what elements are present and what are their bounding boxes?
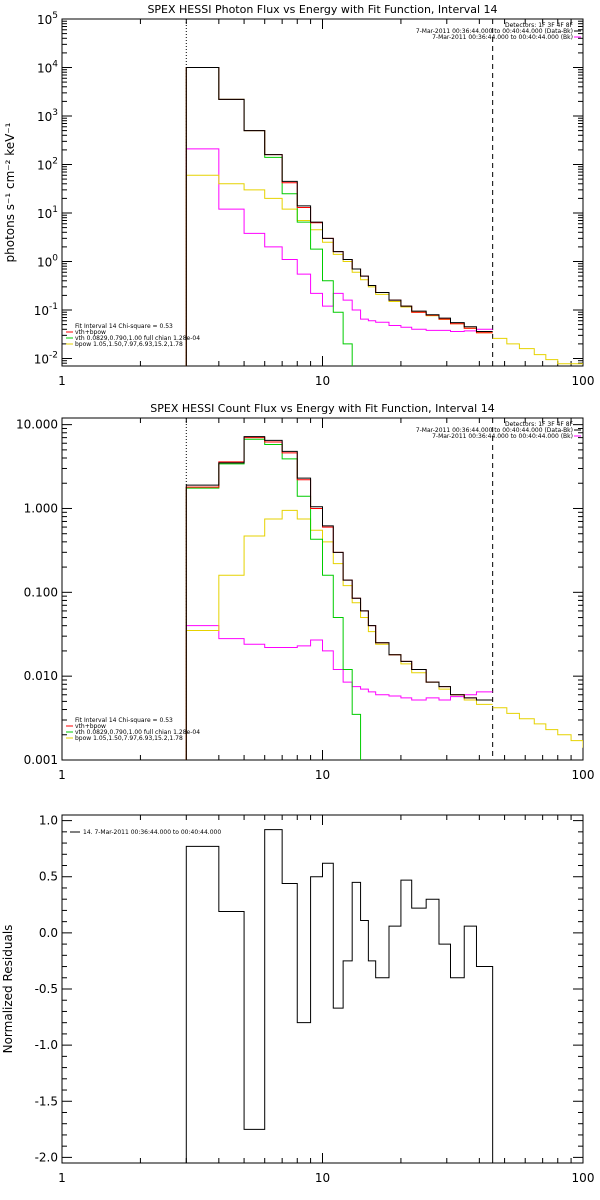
x-tick-label: 1 [58, 1171, 66, 1185]
y-tick-label: 104 [37, 59, 58, 75]
y-tick-exponent: 2 [52, 156, 58, 166]
y-tick-exponent: 4 [52, 59, 58, 69]
y-tick-base: 10 [37, 158, 52, 172]
legend-bottom-text: bpow 1.05,1.50,7.97,6.93,15.2,1.78 [75, 735, 183, 742]
y-tick-label: 10-1 [34, 302, 58, 318]
series-background [185, 148, 493, 366]
x-tick-label: 10 [315, 1171, 330, 1185]
legend-bottom-text: vth+bpow [75, 329, 106, 336]
series-data [185, 436, 493, 760]
y-tick-label: 0.010 [24, 669, 58, 683]
y-tick-label: -2.0 [35, 1150, 58, 1164]
legend-top-text: Detectors: 1F 3F 4F 8F [505, 421, 574, 428]
series-data [185, 829, 494, 1163]
x-tick-label: 100 [572, 768, 595, 782]
y-tick-label: 1.0 [39, 814, 58, 828]
axes-frame [61, 417, 584, 761]
chart-title: SPEX HESSI Count Flux vs Energy with Fit… [150, 402, 494, 415]
y-tick-base: 10 [37, 255, 52, 269]
y-tick-label: 10.000 [16, 418, 58, 432]
series-total [185, 437, 493, 760]
series-background [185, 625, 493, 760]
x-tick-label: 1 [58, 768, 66, 782]
y-tick-label: -1.5 [35, 1094, 58, 1108]
legend-text: 14. 7-Mar-2011 00:36:44.000 to 00:40:44.… [83, 829, 221, 836]
y-tick-label: -1.0 [35, 1038, 58, 1052]
y-tick-exponent: 0 [52, 253, 58, 263]
y-tick-label: 0.001 [24, 753, 58, 767]
photon-flux-panel: SPEX HESSI Photon Flux vs Energy with Fi… [3, 3, 595, 388]
y-tick-base: 10 [34, 304, 49, 318]
legend-top-text: 7-Mar-2011 00:36:44.000 to 00:40:44.000 … [416, 28, 573, 35]
y-tick-label: 0.100 [24, 585, 58, 599]
residuals-panel: Normalized Residuals 1 10 100 1.0 0.5 0.0 -0.5 -… [1, 814, 594, 1185]
series-data [185, 66, 493, 366]
x-tick-label: 100 [572, 1171, 595, 1185]
y-tick-base: 10 [34, 352, 49, 366]
x-tick-label: 10 [315, 374, 330, 388]
y-tick-exponent: 1 [52, 205, 58, 215]
y-axis-label: Normalized Residuals [1, 925, 15, 1054]
y-tick-base: 10 [37, 61, 52, 75]
legend-top-text: 7-Mar-2011 00:36:44.000 to 00:40:44.000 … [416, 427, 573, 434]
legend-bottom-text: vth 0.0829,0.790,1.00 full chian 1.28e-0… [75, 729, 200, 736]
legend-bottom-text: Fit Interval 14 Chi-square = 0.53 [75, 717, 173, 724]
x-tick-label: 10 [315, 768, 330, 782]
y-tick-exponent: -2 [49, 350, 58, 360]
axes-frame [61, 18, 584, 367]
series-powerlaw [185, 174, 493, 366]
legend-bottom-text: Fit Interval 14 Chi-square = 0.53 [75, 323, 173, 330]
series-powerlaw-tail [492, 707, 583, 748]
series-total [185, 66, 493, 366]
y-tick-label: 105 [37, 11, 58, 27]
legend-bottom-text: vth 0.0829,0.790,1.00 full chian 1.28e-0… [75, 335, 200, 342]
y-tick-exponent: 3 [52, 108, 58, 118]
legend-bottom-text: vth+bpow [75, 723, 106, 730]
legend-top-text: Detectors: 1F 3F 4F 8F [505, 22, 574, 29]
series-powerlaw [185, 509, 493, 760]
count-flux-panel: SPEX HESSI Count Flux vs Energy with Fit… [16, 402, 594, 782]
y-tick-label: -0.5 [35, 982, 58, 996]
series-thermal [185, 66, 353, 366]
y-tick-label: 103 [37, 108, 58, 124]
y-axis-label: photons s⁻¹ cm⁻² keV⁻¹ [3, 122, 17, 262]
y-tick-base: 10 [37, 207, 52, 221]
legend-bottom-text: bpow 1.05,1.50,7.97,6.93,15.2,1.78 [75, 341, 183, 348]
y-tick-label: 100 [37, 253, 58, 269]
series-powerlaw-tail [492, 337, 583, 365]
chart-title: SPEX HESSI Photon Flux vs Energy with Fi… [147, 3, 497, 16]
legend-top-text: 7-Mar-2011 00:36:44.000 to 00:40:44.000 … [432, 433, 573, 440]
y-tick-label: 101 [37, 205, 58, 221]
y-tick-exponent: 5 [52, 11, 58, 21]
y-tick-base: 10 [37, 110, 52, 124]
y-tick-label: 10-2 [34, 350, 58, 366]
y-tick-label: 1.000 [24, 501, 58, 515]
series-thermal [185, 438, 362, 760]
x-tick-label: 1 [58, 374, 66, 388]
x-tick-label: 100 [572, 374, 595, 388]
y-tick-label: 102 [37, 156, 58, 172]
y-tick-exponent: -1 [49, 302, 58, 312]
y-tick-label: 0.5 [39, 870, 58, 884]
y-tick-base: 10 [37, 13, 52, 27]
legend-top-text: 7-Mar-2011 00:36:44.000 to 00:40:44.000 … [432, 34, 573, 41]
y-tick-label: 0.0 [39, 926, 58, 940]
